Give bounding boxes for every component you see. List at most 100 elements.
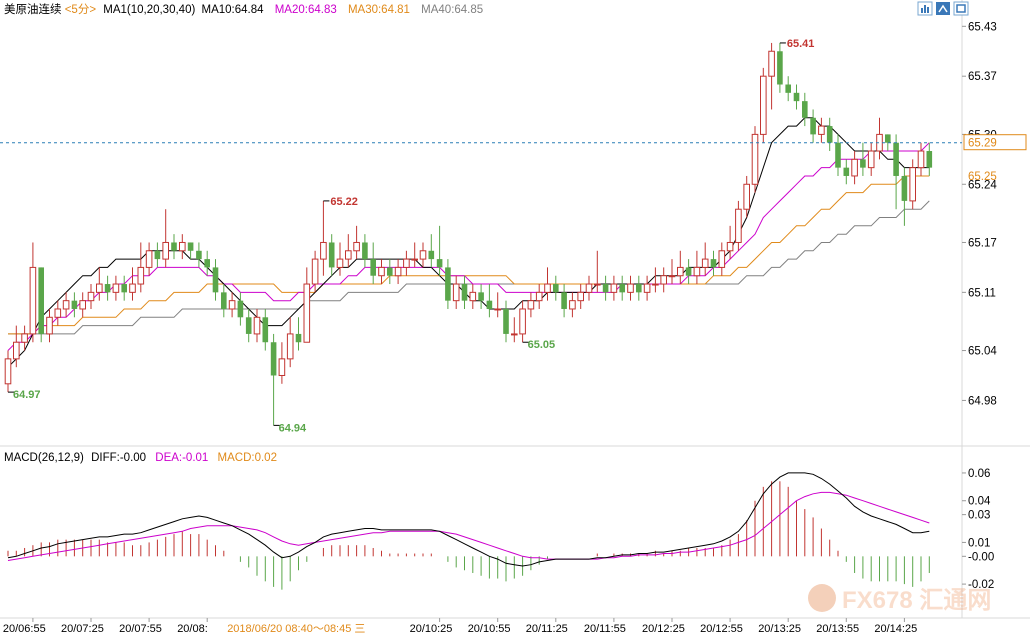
- candle: [851, 151, 858, 185]
- candle-body: [38, 267, 44, 334]
- candle-body: [544, 283, 551, 293]
- candle: [228, 292, 236, 318]
- candle: [237, 292, 244, 326]
- candle-body: [926, 151, 933, 168]
- price-tick-label: 64.98: [968, 395, 997, 407]
- candle-body: [245, 317, 252, 334]
- candle-body: [835, 142, 841, 168]
- candle: [54, 300, 62, 326]
- ma20-value: MA20:64.83: [275, 4, 337, 16]
- candle: [328, 234, 335, 276]
- candle-body: [693, 266, 701, 277]
- candle-body: [469, 291, 477, 302]
- macd-axis: 0.06 0.04 0.03 0.01 -0.00 -0.02: [962, 468, 994, 591]
- candle-body: [726, 241, 734, 252]
- candle-body: [228, 300, 236, 310]
- time-tick-label: 20/12:55: [700, 623, 743, 635]
- candle: [677, 250, 684, 285]
- candle: [387, 259, 393, 285]
- candle: [212, 259, 219, 301]
- candle-body: [436, 259, 443, 268]
- candle-body: [345, 250, 352, 260]
- candle: [743, 175, 751, 218]
- candle: [735, 200, 742, 251]
- candle-body: [262, 317, 269, 343]
- macd-tick-label: 0.01: [968, 537, 990, 549]
- time-tick-label: 20/06:55: [3, 623, 46, 635]
- candle-body: [677, 266, 684, 277]
- candle: [519, 300, 526, 343]
- candle: [436, 225, 443, 276]
- candle-body: [29, 266, 37, 335]
- candle-body: [885, 134, 891, 143]
- macd-histogram: [7, 481, 930, 590]
- candle: [860, 142, 866, 176]
- candle: [718, 242, 726, 276]
- candle-body: [411, 258, 418, 261]
- candle-body: [96, 283, 103, 293]
- candle: [428, 234, 435, 268]
- candle: [917, 142, 925, 176]
- candle: [336, 242, 344, 276]
- candle-body: [710, 259, 717, 268]
- time-tick-label: 20/10:55: [468, 623, 511, 635]
- candle: [145, 242, 153, 276]
- candle-body: [478, 292, 484, 301]
- candle-body: [336, 258, 344, 268]
- candle-body: [419, 250, 427, 260]
- candle-body: [519, 308, 526, 335]
- zoom-icon[interactable]: [936, 2, 950, 15]
- price-tick-label: 65.11: [968, 287, 996, 299]
- chart-settings-icon[interactable]: [917, 1, 933, 16]
- candle-body: [867, 150, 875, 169]
- candle: [585, 275, 593, 301]
- candle: [179, 234, 186, 260]
- candle-body: [511, 333, 518, 336]
- candle: [802, 92, 808, 127]
- candle: [751, 126, 759, 193]
- candle: [262, 308, 269, 351]
- candle: [286, 317, 294, 368]
- candle: [701, 242, 709, 276]
- candle: [96, 267, 103, 301]
- candle: [411, 242, 418, 268]
- candle-body: [62, 300, 70, 310]
- candle-body: [328, 242, 335, 268]
- candle: [278, 342, 286, 384]
- candle-body: [196, 250, 202, 260]
- candle-body: [743, 183, 751, 210]
- candle-body: [893, 142, 899, 176]
- candle: [196, 242, 202, 268]
- candle: [867, 142, 875, 176]
- candle: [544, 267, 551, 301]
- candle: [378, 259, 385, 285]
- time-tick-label: 20/07:25: [61, 623, 104, 635]
- chart-toolbar: [917, 1, 969, 16]
- candle: [469, 284, 477, 309]
- candle: [760, 67, 767, 143]
- maximize-icon[interactable]: [953, 1, 969, 16]
- candle-body: [87, 291, 95, 302]
- time-tick-label: 20/10:25: [410, 623, 453, 635]
- period-label: <5分>: [65, 3, 97, 16]
- candle: [535, 284, 543, 309]
- candle-body: [660, 275, 668, 285]
- candle: [221, 284, 227, 318]
- candle: [245, 308, 252, 343]
- candle: [627, 275, 634, 301]
- time-tick-label: 20/13:55: [816, 623, 859, 635]
- candle: [270, 333, 277, 426]
- candle: [295, 317, 302, 351]
- candle: [768, 42, 775, 110]
- low-price-label: 64.94: [279, 422, 307, 434]
- candle-body: [619, 284, 625, 293]
- candle-body: [777, 51, 783, 85]
- candle-body: [370, 259, 376, 276]
- candle: [511, 317, 518, 343]
- candle-body: [917, 150, 925, 169]
- candle: [726, 225, 734, 260]
- candle: [610, 275, 618, 301]
- candle: [503, 300, 509, 343]
- candle-body: [179, 241, 186, 252]
